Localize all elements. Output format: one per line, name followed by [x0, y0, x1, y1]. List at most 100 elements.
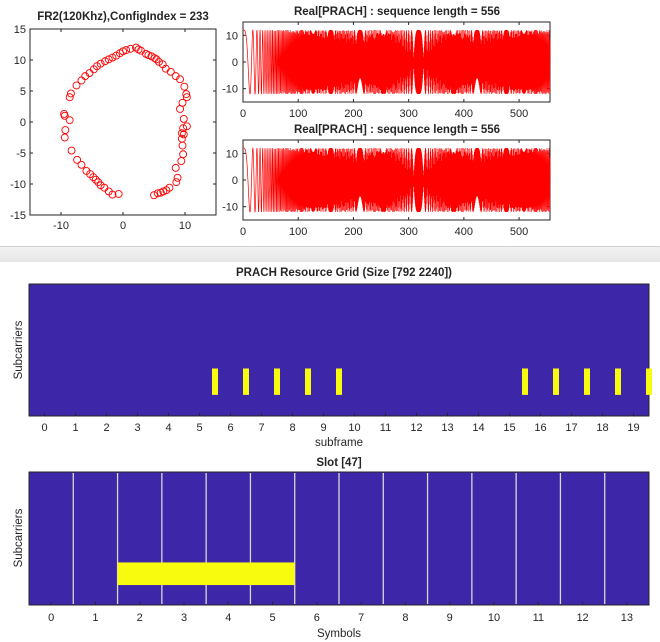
- x-tick-label: 14: [472, 422, 484, 434]
- x-tick-label: 3: [134, 422, 140, 434]
- constellation-point: [104, 55, 113, 64]
- constellation-point: [60, 133, 69, 142]
- constellation-point: [177, 129, 186, 138]
- x-tick-label: -10: [53, 220, 69, 232]
- x-tick-label: 300: [399, 108, 417, 120]
- x-tick-label: 18: [596, 422, 608, 434]
- prach-occasion-block: [336, 368, 342, 395]
- constellation-point: [178, 141, 187, 150]
- signal-plot-2: Real[PRACH] : sequence length = 556 100 -…: [222, 124, 551, 238]
- x-tick-label: 13: [441, 422, 453, 434]
- resource-grid-x-ticks: 0 1 2 3 4 5 6 7 8 9 10 11 12 13 14 15 16 17 18 19: [41, 413, 640, 434]
- x-tick-label: 5: [196, 422, 202, 434]
- x-tick-label: 500: [510, 226, 528, 238]
- constellation-point: [77, 160, 86, 169]
- x-tick-label: 2: [103, 422, 109, 434]
- constellation-point: [176, 105, 184, 113]
- slot-prach-block: [117, 562, 295, 586]
- prach-occasion-block: [646, 368, 652, 395]
- x-tick-label: 0: [240, 108, 246, 120]
- x-tick-label: 4: [165, 422, 171, 434]
- constellation-point: [166, 67, 175, 76]
- constellation-point: [179, 114, 188, 123]
- x-tick-label: 12: [410, 422, 422, 434]
- slot-xlabel: Symbols: [317, 628, 361, 640]
- x-tick-label: 200: [344, 226, 362, 238]
- signal-2-title: Real[PRACH] : sequence length = 556: [294, 124, 500, 136]
- prach-occasion-block: [212, 368, 218, 395]
- slot-x-ticks: 0 1 2 3 4 5 6 7 8 9 10 11 12 13: [48, 602, 633, 624]
- x-tick-label: 100: [289, 108, 307, 120]
- constellation-point: [96, 59, 105, 68]
- y-tick-label: 15: [14, 24, 26, 36]
- resource-grid-plot: PRACH Resource Grid (Size [792 2240]) 0 1…: [13, 267, 652, 449]
- signal-1-title: Real[PRACH] : sequence length = 556: [294, 6, 500, 18]
- x-tick-label: 100: [289, 226, 307, 238]
- constellation-point: [67, 146, 76, 155]
- constellation-point: [177, 157, 186, 166]
- x-tick-label: 1: [92, 612, 98, 624]
- x-tick-label: 8: [402, 612, 408, 624]
- x-tick-label: 13: [621, 612, 633, 624]
- prach-occasion-block: [305, 368, 311, 395]
- resource-grid-area: [28, 283, 650, 417]
- x-tick-label: 19: [627, 422, 639, 434]
- constellation-point: [171, 163, 180, 172]
- signal-1-line: [243, 29, 551, 95]
- resource-grid-blocks: [212, 368, 652, 395]
- constellation-point: [61, 126, 70, 135]
- resource-grid-title: PRACH Resource Grid (Size [792 2240]): [236, 267, 452, 279]
- slot-ylabel: Subcarriers: [13, 508, 25, 567]
- prach-occasion-block: [522, 368, 528, 395]
- constellation-point: [182, 122, 191, 131]
- x-tick-label: 400: [455, 108, 473, 120]
- constellation-point: [180, 82, 189, 91]
- y-tick-label: -10: [10, 179, 26, 191]
- bottom-figure-panel: PRACH Resource Grid (Size [792 2240]) 0 1…: [0, 262, 660, 642]
- prach-occasion-block: [274, 368, 280, 395]
- x-tick-label: 5: [270, 612, 276, 624]
- prach-occasion-block: [553, 368, 559, 395]
- x-tick-label: 7: [358, 612, 364, 624]
- x-tick-label: 500: [510, 108, 528, 120]
- constellation-point: [172, 178, 181, 187]
- constellation-point: [152, 55, 161, 64]
- signal-plot-1: Real[PRACH] : sequence length = 556 100-…: [222, 6, 551, 120]
- x-tick-label: 10: [488, 612, 500, 624]
- x-tick-label: 8: [289, 422, 295, 434]
- constellation-point: [108, 53, 117, 62]
- signal-1-ticks: 100-100 100 200 300 400 500: [222, 22, 550, 120]
- constellation-point: [73, 155, 82, 164]
- y-tick-label: 10: [14, 55, 26, 67]
- y-tick-label: 10: [226, 30, 238, 42]
- constellation-point: [94, 178, 103, 187]
- x-tick-label: 15: [503, 422, 515, 434]
- constellation-point: [122, 46, 131, 55]
- panel-divider[interactable]: [0, 246, 660, 263]
- x-tick-label: 400: [455, 226, 473, 238]
- constellation-point: [156, 188, 165, 197]
- y-tick-label: -10: [222, 202, 238, 214]
- constellation-point: [176, 75, 184, 84]
- constellation-plot: FR2(120Khz),ConfigIndex = 233 15 10 5 0 -5 -1…: [10, 11, 217, 232]
- y-tick-label: -5: [16, 148, 26, 160]
- constellation-point: [91, 175, 100, 184]
- x-tick-label: 16: [534, 422, 546, 434]
- x-tick-label: 200: [344, 108, 362, 120]
- x-tick-label: 300: [399, 226, 417, 238]
- x-tick-label: 0: [240, 226, 246, 238]
- y-tick-label: -10: [222, 84, 238, 96]
- x-tick-label: 7: [258, 422, 264, 434]
- constellation-point: [179, 124, 188, 133]
- x-tick-label: 2: [137, 612, 143, 624]
- top-figure-panel: FR2(120Khz),ConfigIndex = 233 15 10 5 0 -5 -1…: [0, 0, 660, 246]
- x-tick-label: 0: [41, 422, 47, 434]
- constellation-point: [179, 130, 188, 139]
- constellation-point: [82, 167, 91, 175]
- constellation-point: [60, 109, 69, 118]
- y-tick-label: 0: [20, 117, 26, 129]
- x-tick-label: 10: [179, 220, 191, 232]
- constellation-point: [114, 189, 123, 198]
- x-tick-label: 3: [181, 612, 187, 624]
- constellation-point: [153, 189, 162, 198]
